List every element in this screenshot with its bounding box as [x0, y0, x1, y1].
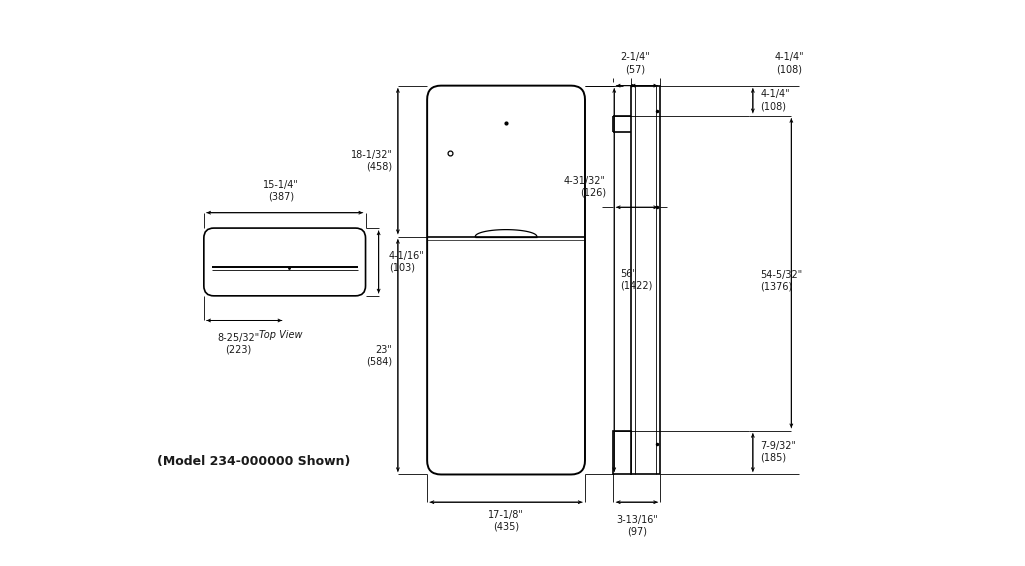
Bar — [614, 431, 631, 474]
Text: 7-9/32"
(185): 7-9/32" (185) — [761, 441, 796, 463]
Text: Top View: Top View — [259, 331, 302, 341]
Text: 4-31/32"
(126): 4-31/32" (126) — [564, 175, 606, 198]
Text: 4-1/16"
(103): 4-1/16" (103) — [388, 251, 424, 273]
Text: 17-1/8"
(435): 17-1/8" (435) — [488, 510, 524, 531]
Text: 4-1/4"
(108): 4-1/4" (108) — [774, 53, 804, 74]
FancyBboxPatch shape — [204, 228, 366, 296]
Text: 2-1/4"
(57): 2-1/4" (57) — [620, 53, 650, 74]
Bar — [631, 85, 660, 474]
FancyBboxPatch shape — [427, 85, 585, 474]
Text: 56"
(1422): 56" (1422) — [620, 269, 653, 291]
Text: (Model 234-000000 Shown): (Model 234-000000 Shown) — [157, 455, 351, 468]
Text: 8-25/32"
(223): 8-25/32" (223) — [217, 333, 259, 354]
Text: 4-1/4"
(108): 4-1/4" (108) — [761, 89, 790, 111]
Text: 18-1/32"
(458): 18-1/32" (458) — [351, 151, 393, 172]
Text: 54-5/32"
(1376): 54-5/32" (1376) — [761, 269, 803, 291]
Text: 15-1/4"
(387): 15-1/4" (387) — [262, 179, 298, 201]
Text: 3-13/16"
(97): 3-13/16" (97) — [616, 515, 658, 537]
Text: 23"
(584): 23" (584) — [366, 345, 393, 366]
